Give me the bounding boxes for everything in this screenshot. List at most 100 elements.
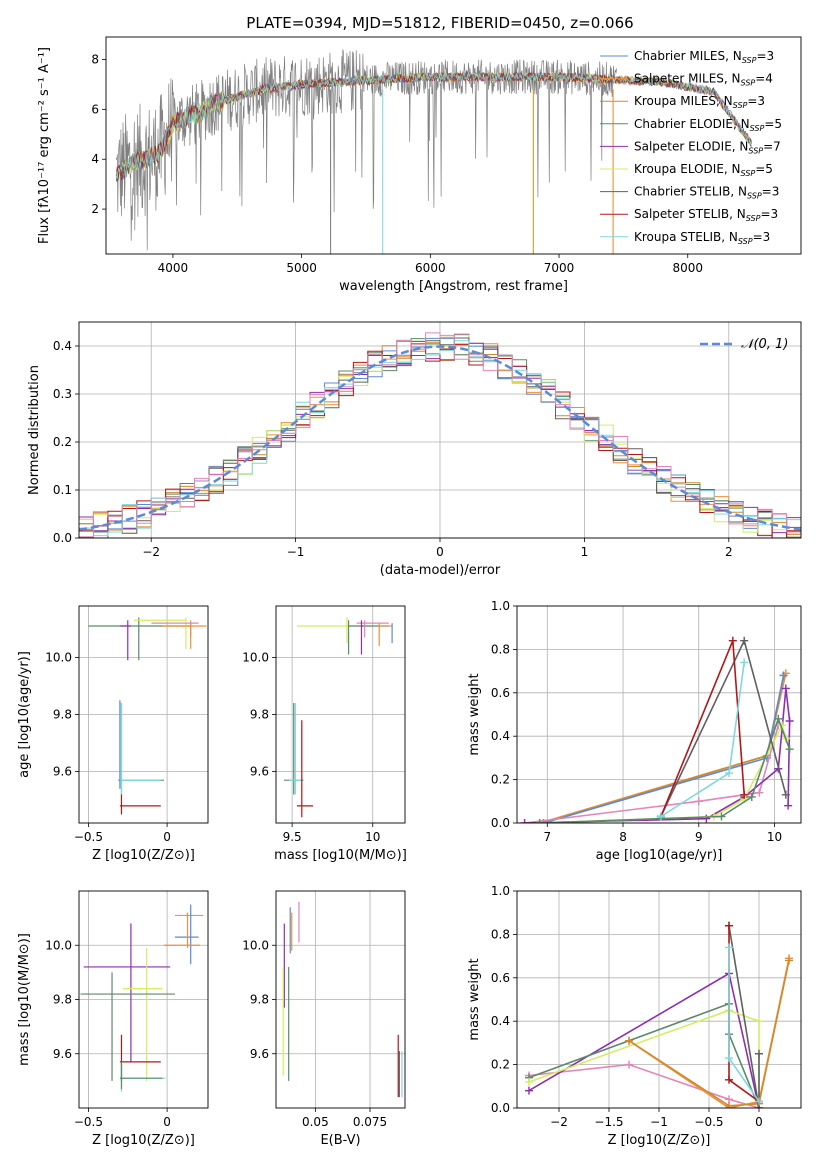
y-tick-label: 9.8	[53, 708, 72, 722]
x-tick-label: 0.05	[302, 1115, 329, 1129]
legend-entry-label: Salpeter ELODIE, NSSP=7	[634, 139, 781, 155]
y-tick-label: 0.3	[53, 387, 72, 401]
x-tick-label: 0	[436, 545, 444, 559]
weight-series-line	[628, 960, 790, 1107]
y-tick-label: 9.6	[53, 765, 72, 779]
weight-series-point	[785, 717, 794, 726]
weight-series-point	[781, 790, 790, 799]
x-tick-label: 9	[695, 830, 703, 844]
y-tick-label: 10.0	[45, 938, 72, 952]
y-tick-label: 0.8	[491, 642, 510, 656]
normal-curve-line	[79, 345, 801, 531]
y-tick-label: 2	[91, 202, 99, 216]
weight-series-point	[717, 812, 726, 821]
weight-series-point	[725, 769, 734, 778]
legend-entry-value: =3	[747, 94, 765, 108]
weight-series-point	[755, 788, 764, 797]
mass_vs_Z-axes: −0.5 0 9.6 9.8 10.0	[45, 891, 208, 1129]
weight-series-point	[525, 1086, 533, 1095]
y-tick-label: 9.8	[250, 993, 269, 1007]
weight-series-point	[781, 684, 790, 693]
y-tick-label: 0.2	[491, 773, 510, 787]
x-tick-label: 5000	[286, 261, 317, 275]
legend-entry-name: Kroupa ELODIE, N	[634, 162, 741, 176]
x-tick-label: 2	[725, 545, 733, 559]
age_vs_Z-axes: −0.5 0 9.6 9.8 10.0	[45, 606, 208, 844]
y-tick-label: 0.4	[53, 339, 72, 353]
weight-series-point	[625, 1060, 633, 1069]
y-tick-label: 0.0	[491, 1101, 510, 1115]
legend-entry-value: =3	[760, 207, 778, 221]
legend-entry-value: =3	[753, 230, 771, 244]
x-tick-label: 4000	[158, 261, 189, 275]
y-tick-label: 0.8	[491, 927, 510, 941]
y-tick-label: 8	[91, 52, 99, 66]
x-tick-label: −1	[650, 1115, 668, 1129]
x-tick-label: −1	[287, 545, 305, 559]
x-tick-label: 8	[619, 830, 627, 844]
age_vs_mass-frame	[275, 605, 406, 824]
y-tick-label: 4	[91, 152, 99, 166]
residuals-y-axis-label: Normed distribution	[27, 365, 42, 495]
weight-series-point	[725, 1075, 733, 1084]
weight-series-point	[774, 714, 783, 723]
residual-histogram-step	[79, 340, 801, 537]
legend-entry-value: =3	[762, 185, 780, 199]
x-tick-label: −2	[550, 1115, 568, 1129]
legend-entry-name: Salpeter MILES, N	[634, 72, 741, 86]
x-tick-label: −0.5	[694, 1115, 723, 1129]
weight_vs_Z-y-axis-label: mass weight	[467, 958, 482, 1040]
legend-entry-name: Kroupa MILES, N	[634, 94, 733, 108]
legend-entry-value: =4	[755, 72, 773, 86]
mass_vs_ebv-x-axis-label: E(B-V)	[320, 1133, 360, 1148]
x-tick-label: 6000	[415, 261, 446, 275]
mass_vs_Z-y-axis-label: mass [log10(M/M⊙)]	[17, 933, 32, 1066]
residual-histograms	[79, 332, 801, 538]
normal-legend-label: 𝒩(0, 1)	[741, 337, 788, 352]
weight-series-line	[728, 925, 760, 1108]
y-tick-label: 0.6	[491, 686, 510, 700]
weight-series-point	[755, 1097, 763, 1106]
weight_vs_age-series	[520, 636, 794, 823]
y-tick-label: 9.6	[53, 1047, 72, 1061]
y-tick-label: 10.0	[242, 650, 269, 664]
x-tick-label: 10	[365, 830, 380, 844]
weight-series-line	[528, 1063, 760, 1108]
spectrum-axes: 4000 5000 6000 7000 8000 2 4 6 8	[91, 52, 703, 275]
weight-series-point	[725, 1054, 733, 1063]
mass_vs_ebv-axes: 0.05 0.075 9.6 9.8 10.0	[242, 891, 405, 1129]
y-tick-label: 0.1	[53, 483, 72, 497]
mass_vs_Z-x-axis-label: Z [log10(Z/Z⊙)]	[92, 1133, 195, 1148]
weight-series-point	[520, 819, 529, 823]
weight_vs_age-x-axis-label: age [log10(age/yr)]	[596, 848, 723, 863]
y-tick-label: 1.0	[491, 599, 510, 613]
legend-entry-subscript: SSP	[747, 192, 762, 201]
residual-histogram-step	[79, 332, 801, 538]
spectrum-x-axis-label: wavelength [Angstrom, rest frame]	[339, 279, 568, 294]
y-tick-label: 9.6	[250, 1047, 269, 1061]
weight-series-point	[785, 745, 794, 754]
weight-series-point	[785, 956, 793, 965]
weight-series-point	[725, 943, 733, 952]
mass_vs_ebv-errorbars	[282, 901, 403, 1098]
legend-entry-label: Kroupa ELODIE, NSSP=5	[634, 162, 773, 178]
x-tick-label: 0	[755, 1115, 763, 1129]
x-tick-label: 0.075	[353, 1115, 387, 1129]
weight-series-point	[740, 658, 749, 667]
legend-entry-subscript: SSP	[741, 169, 756, 178]
mass_vs_Z-errorbars	[80, 904, 204, 1092]
legend-entry-name: Salpeter ELODIE, N	[634, 139, 748, 153]
legend-entry-label: Kroupa STELIB, NSSP=3	[634, 230, 770, 246]
x-tick-label: 1	[581, 545, 589, 559]
y-tick-label: 0.0	[491, 816, 510, 830]
y-tick-label: 9.8	[250, 708, 269, 722]
age_vs_mass-errorbars	[284, 617, 393, 818]
y-tick-label: 0.4	[491, 1014, 510, 1028]
legend-entry-subscript: SSP	[742, 56, 757, 65]
y-tick-label: 10.0	[242, 938, 269, 952]
x-tick-label: −0.5	[74, 1115, 103, 1129]
legend-entry-subscript: SSP	[750, 124, 765, 133]
weight-series-point	[625, 1036, 633, 1045]
